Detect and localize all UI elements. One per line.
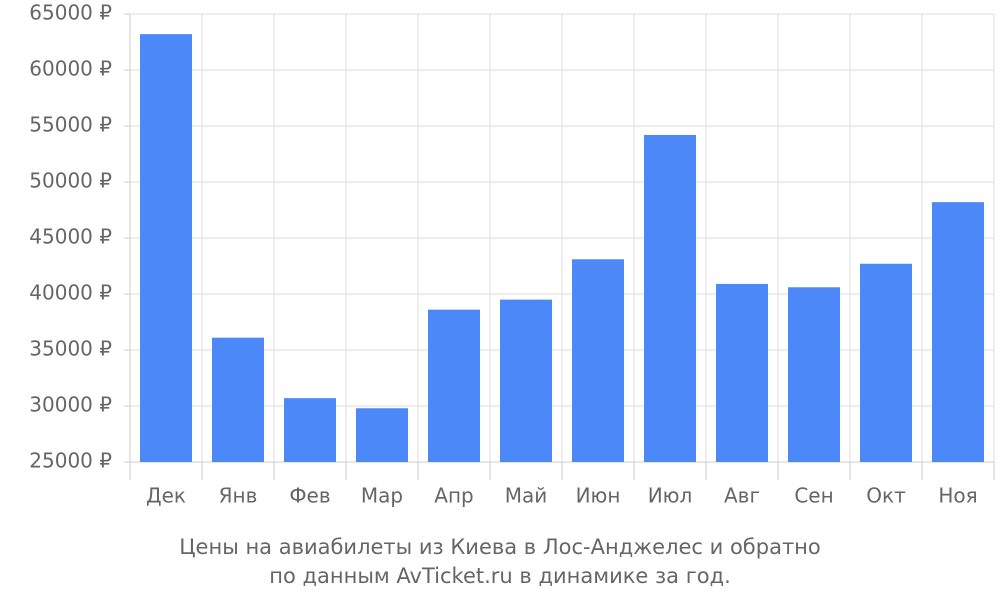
x-tick-label: Авг: [724, 484, 760, 508]
bar: [788, 287, 840, 462]
caption-line: Цены на авиабилеты из Киева в Лос-Анджел…: [179, 535, 821, 559]
bar: [644, 134, 696, 462]
y-tick-label: 50000 ₽: [29, 169, 112, 193]
y-tick-label: 55000 ₽: [29, 113, 112, 137]
x-tick-label: Окт: [866, 484, 906, 508]
x-tick-label: Ноя: [938, 484, 977, 508]
bar: [428, 309, 480, 462]
y-tick-label: 60000 ₽: [29, 57, 112, 81]
bar: [716, 283, 768, 462]
x-tick-label: Дек: [146, 484, 186, 508]
y-tick-label: 65000 ₽: [29, 1, 112, 25]
x-tick-label: Янв: [219, 484, 258, 508]
x-tick-label: Сен: [794, 484, 833, 508]
x-tick-label: Май: [505, 484, 548, 508]
x-tick-label: Апр: [434, 484, 473, 508]
y-tick-label: 40000 ₽: [29, 281, 112, 305]
y-tick-label: 30000 ₽: [29, 393, 112, 417]
bar: [284, 398, 336, 462]
bar: [140, 34, 192, 462]
bar: [860, 263, 912, 462]
bar: [500, 299, 552, 462]
x-tick-label: Мар: [361, 484, 403, 508]
bar: [356, 408, 408, 462]
bar: [572, 259, 624, 462]
bar: [212, 337, 264, 462]
y-tick-label: 45000 ₽: [29, 225, 112, 249]
caption-line: по данным AvTicket.ru в динамике за год.: [269, 564, 731, 588]
y-tick-label: 35000 ₽: [29, 337, 112, 361]
x-tick-label: Июл: [648, 484, 693, 508]
y-tick-label: 25000 ₽: [29, 449, 112, 473]
x-tick-label: Фев: [289, 484, 330, 508]
bar: [932, 202, 984, 462]
x-tick-label: Июн: [576, 484, 621, 508]
